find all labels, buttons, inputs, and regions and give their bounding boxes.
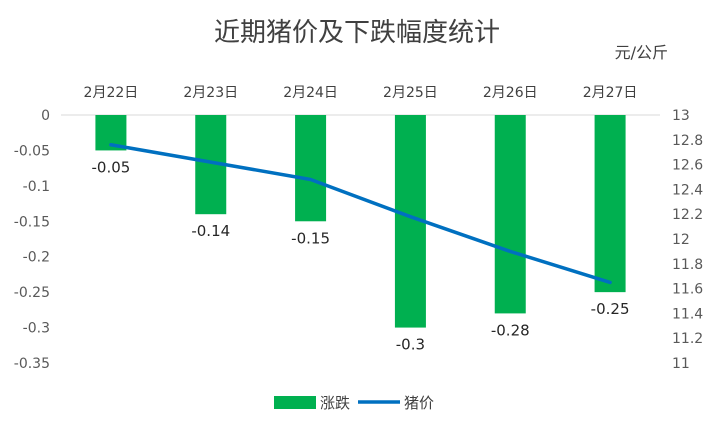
right-axis-tick-labels: 13 12.8 12.6 12.4 12.2 12 11.8 11.6 11.4 11.2 11 — [672, 108, 703, 372]
left-axis-tick-label: -0.15 — [14, 214, 50, 230]
category-label: 2月23日 — [183, 85, 238, 101]
bar-data-label: -0.3 — [396, 336, 425, 354]
bar-series — [95, 115, 626, 328]
right-axis-tick-label: 11.8 — [672, 257, 703, 273]
category-label: 2月24日 — [283, 85, 338, 101]
right-axis-tick-label: 11.6 — [672, 282, 703, 298]
price-point — [309, 177, 313, 181]
bar-data-label: -0.15 — [291, 229, 330, 247]
price-point — [109, 143, 113, 147]
right-axis-tick-label: 11.4 — [672, 306, 703, 322]
left-axis-tick-label: -0.2 — [23, 250, 50, 266]
legend-label-line: 猪价 — [404, 394, 434, 412]
bar — [594, 115, 626, 293]
bar — [494, 115, 526, 314]
right-axis-tick-label: 12.2 — [672, 207, 703, 223]
right-axis-tick-label: 13 — [672, 108, 690, 124]
line-series — [109, 143, 612, 285]
left-axis-tick-label: -0.35 — [14, 356, 50, 372]
left-axis-tick-label: -0.1 — [23, 179, 50, 195]
right-axis-tick-label: 12.4 — [672, 182, 703, 198]
category-axis-labels: 2月22日 2月23日 2月24日 2月25日 2月26日 2月27日 — [84, 85, 638, 101]
chart-title: 近期猪价及下跌幅度统计 — [214, 18, 500, 48]
left-axis-tick-label: -0.3 — [23, 321, 50, 337]
bar-data-labels: -0.05 -0.14 -0.15 -0.3 -0.28 -0.25 — [92, 158, 630, 353]
right-axis-tick-label: 11.2 — [672, 331, 703, 347]
right-axis-tick-label: 12 — [672, 232, 690, 248]
price-point — [508, 249, 512, 253]
price-line — [109, 143, 612, 285]
price-point — [209, 160, 213, 164]
left-axis-tick-label: 0 — [41, 108, 50, 124]
category-label: 2月27日 — [583, 85, 638, 101]
bar-data-label: -0.28 — [491, 321, 530, 339]
price-point — [408, 215, 412, 219]
left-axis-tick-label: -0.25 — [14, 285, 50, 301]
legend-swatch-bar — [274, 396, 316, 409]
legend-label-bar: 涨跌 — [320, 394, 350, 412]
category-label: 2月25日 — [383, 85, 438, 101]
bar — [295, 115, 327, 222]
bar-data-label: -0.25 — [591, 300, 630, 318]
right-axis-tick-label: 12.8 — [672, 133, 703, 149]
left-axis-tick-label: -0.05 — [14, 143, 50, 159]
category-label: 2月22日 — [84, 85, 139, 101]
category-label: 2月26日 — [483, 85, 538, 101]
right-axis-tick-label: 12.6 — [672, 158, 703, 174]
bar-data-label: -0.05 — [92, 158, 131, 176]
bar-data-label: -0.14 — [191, 222, 230, 240]
legend: 涨跌 猪价 — [274, 394, 434, 412]
right-axis-tick-label: 11 — [672, 356, 690, 372]
right-axis-unit-label: 元/公斤 — [615, 43, 668, 62]
left-axis-tick-labels: 0 -0.05 -0.1 -0.15 -0.2 -0.25 -0.3 -0.35 — [14, 108, 50, 372]
price-point — [608, 280, 612, 284]
